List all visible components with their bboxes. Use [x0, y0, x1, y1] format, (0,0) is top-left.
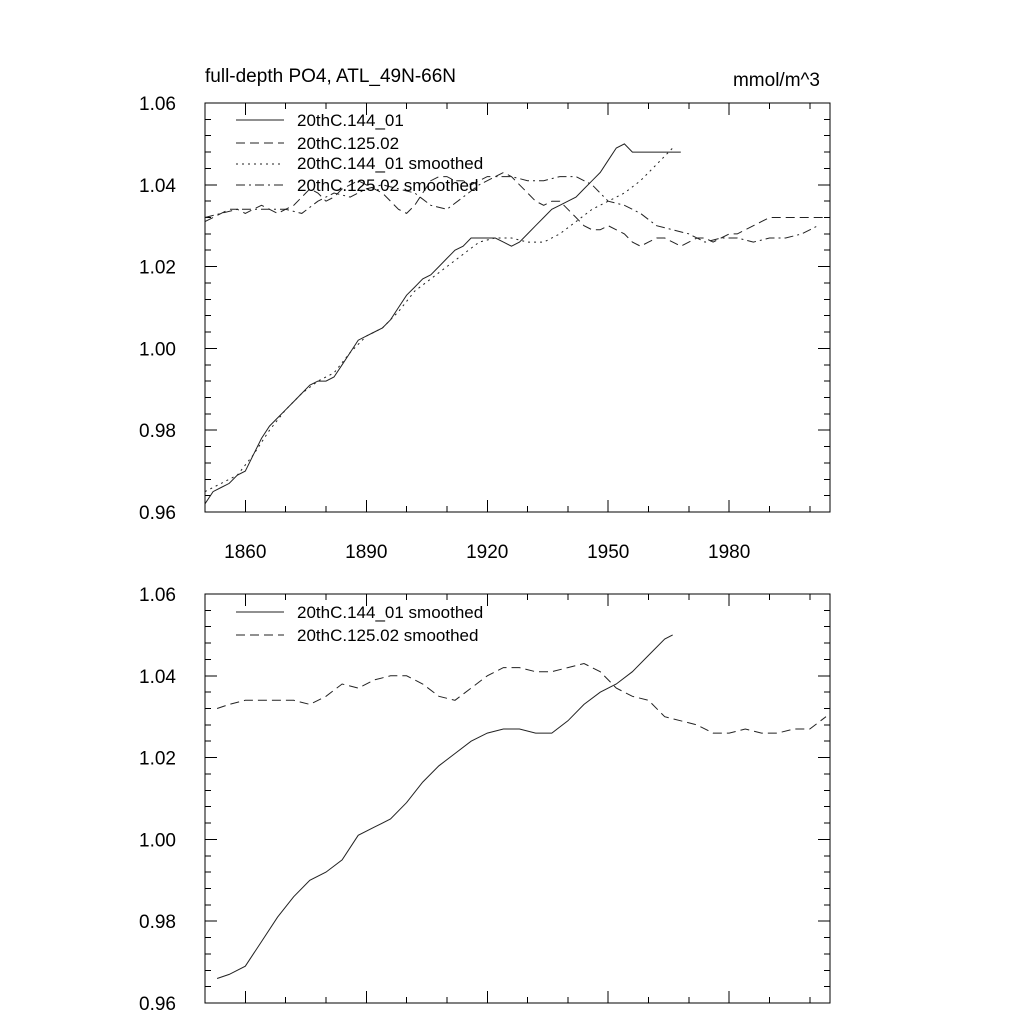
x-tick-label: 1950: [587, 542, 629, 563]
y-tick-label: 1.04: [139, 667, 176, 688]
legend-label: 20thC.144_01 smoothed: [297, 603, 483, 622]
x-tick-label: 1890: [345, 542, 387, 563]
units-label: mmol/m^3: [733, 70, 820, 91]
chart-title: full-depth PO4, ATL_49N-66N: [205, 66, 456, 87]
y-tick-label: 1.04: [139, 176, 176, 197]
top-plot-frame: [204, 102, 831, 513]
bottom-series-lines: [216, 634, 827, 979]
y-tick-label: 0.96: [139, 503, 176, 524]
series-line: [204, 171, 826, 247]
x-tick-label: 1980: [708, 542, 750, 563]
legend-label: 20thC.125.02: [297, 134, 399, 153]
bottom-ticks: [204, 593, 830, 1004]
y-tick-label: 1.00: [139, 830, 176, 851]
bottom-plot-frame: [204, 593, 831, 1004]
legend-label: 20thC.144_01: [297, 111, 404, 130]
series-line: [204, 143, 681, 505]
top-x-tick-labels: 1860 1890 1920 1950 1980: [224, 542, 750, 563]
top-panel: full-depth PO4, ATL_49N-66N mmol/m^3 0.9…: [139, 66, 831, 563]
legend-label: 20thC.125.02 smoothed: [297, 626, 478, 645]
y-tick-label: 1.06: [139, 585, 176, 606]
top-y-tick-labels: 0.96 0.98 1.00 1.02 1.04 1.06: [139, 94, 176, 524]
bottom-legend: 20thC.144_01 smoothed 20thC.125.02 smoot…: [236, 603, 483, 645]
x-tick-label: 1860: [224, 542, 266, 563]
series-line: [204, 176, 819, 243]
y-tick-label: 1.02: [139, 749, 176, 770]
y-tick-label: 0.98: [139, 421, 176, 442]
top-series-lines: [204, 143, 826, 505]
legend-label: 20thC.125.02 smoothed: [297, 176, 478, 195]
series-line: [204, 147, 674, 493]
series-line: [216, 634, 673, 979]
y-tick-label: 1.02: [139, 258, 176, 279]
x-tick-label: 1920: [466, 542, 508, 563]
y-tick-label: 0.98: [139, 912, 176, 933]
y-tick-label: 1.06: [139, 94, 176, 115]
y-tick-label: 0.96: [139, 994, 176, 1015]
y-tick-label: 1.00: [139, 339, 176, 360]
bottom-panel: 0.96 0.98 1.00 1.02 1.04 1.06 20thC.144_…: [139, 585, 831, 1015]
bottom-y-tick-labels: 0.96 0.98 1.00 1.02 1.04 1.06: [139, 585, 176, 1015]
series-line: [216, 662, 827, 734]
legend-label: 20thC.144_01 smoothed: [297, 154, 483, 173]
top-legend: 20thC.144_01 20thC.125.02 20thC.144_01 s…: [236, 111, 483, 195]
